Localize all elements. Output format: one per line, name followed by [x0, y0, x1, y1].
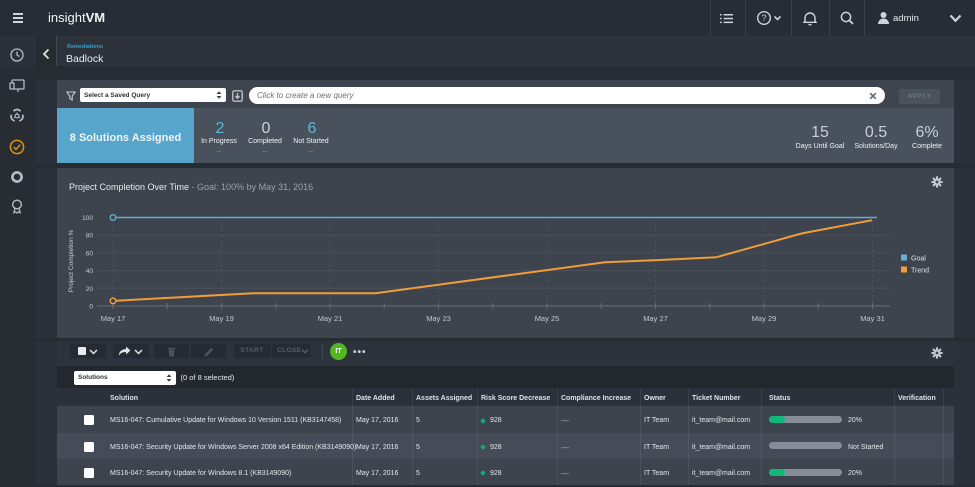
svg-text:0: 0: [89, 304, 93, 311]
svg-text:May 17: May 17: [101, 314, 126, 323]
svg-text:Goal: Goal: [911, 256, 926, 263]
svg-text:40: 40: [86, 268, 94, 275]
svg-text:80: 80: [86, 233, 94, 240]
svg-text:Project Completion %: Project Completion %: [68, 230, 75, 293]
svg-text:May 19: May 19: [209, 314, 234, 323]
svg-text:?: ?: [761, 13, 766, 23]
svg-text:60: 60: [86, 250, 94, 257]
svg-text:May 31: May 31: [860, 314, 885, 323]
svg-text:May 27: May 27: [643, 314, 668, 323]
svg-text:May 29: May 29: [752, 314, 777, 323]
svg-text:20: 20: [86, 286, 94, 293]
svg-text:May 23: May 23: [426, 314, 451, 323]
svg-text:Trend: Trend: [911, 268, 929, 275]
svg-text:100: 100: [82, 215, 93, 222]
svg-text:May 25: May 25: [535, 314, 560, 323]
svg-text:May 21: May 21: [318, 314, 343, 323]
